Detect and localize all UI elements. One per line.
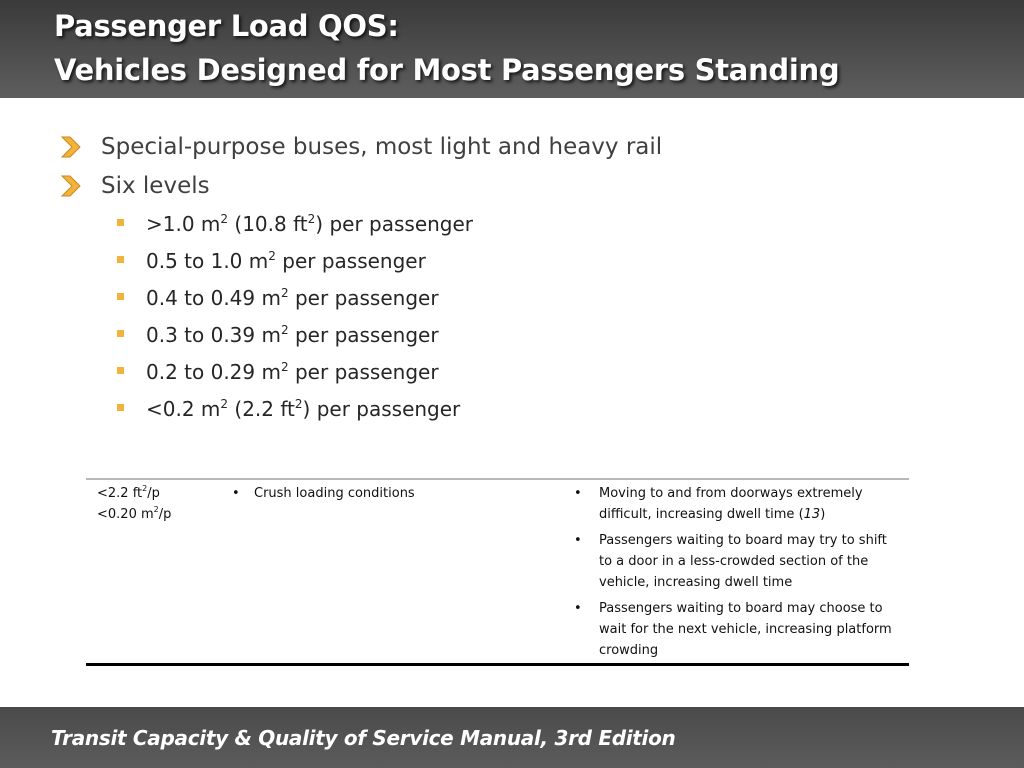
sub-bullet-item: <0.2 m2 (2.2 ft2) per passenger <box>60 391 960 428</box>
cell-text: /p <box>147 486 160 501</box>
sub-bullet-item: 0.5 to 1.0 m2 per passenger <box>60 243 960 280</box>
superscript: 2 <box>280 360 289 374</box>
cell-text: Passengers waiting to board may choose t… <box>599 601 892 658</box>
sub-bullet-text: 0.3 to 0.39 m <box>146 323 281 347</box>
title-line-2: Vehicles Designed for Most Passengers St… <box>54 53 840 87</box>
sub-bullet-text: 0.5 to 1.0 m <box>146 249 269 273</box>
superscript: 2 <box>220 397 229 411</box>
square-bullet-icon <box>117 293 124 300</box>
slide-header: Passenger Load QOS: Vehicles Designed fo… <box>0 0 1024 98</box>
table-cell-effects: • Moving to and from doorways extremely … <box>574 483 899 666</box>
chevron-right-icon <box>60 175 81 197</box>
table-bottom-rule <box>86 663 909 666</box>
superscript: 2 <box>280 286 289 300</box>
list-item: • Passengers waiting to board may try to… <box>574 530 899 593</box>
sub-bullet-item: 0.3 to 0.39 m2 per passenger <box>60 317 960 354</box>
sub-bullet-text: >1.0 m <box>146 212 221 236</box>
cell-text: <2.2 ft <box>97 486 143 501</box>
sub-bullet-text: ) per passenger <box>315 212 474 236</box>
sub-bullet-text: per passenger <box>288 323 439 347</box>
sub-bullet-text: 0.4 to 0.49 m <box>146 286 281 310</box>
table-cell-comments: • Crush loading conditions <box>232 483 415 504</box>
bullet-dot-icon: • <box>574 486 582 501</box>
square-bullet-icon <box>117 404 124 411</box>
table-top-rule <box>86 478 909 480</box>
square-bullet-icon <box>117 219 124 226</box>
cell-text: Crush loading conditions <box>254 486 415 501</box>
reference-number: 13 <box>803 507 821 522</box>
list-item: • Moving to and from doorways extremely … <box>574 483 899 525</box>
square-bullet-icon <box>117 367 124 374</box>
cell-text: ) <box>820 507 826 522</box>
footer-text: Transit Capacity & Quality of Service Ma… <box>51 726 676 750</box>
cell-text: Moving to and from doorways extremely di… <box>599 486 863 522</box>
sub-bullet-text: ) per passenger <box>302 397 461 421</box>
bullet-dot-icon: • <box>232 486 240 501</box>
sub-bullet-text: per passenger <box>288 360 439 384</box>
cell-text: /p <box>158 507 172 522</box>
superscript: 2 <box>268 249 276 263</box>
bullet-item: Special-purpose buses, most light and he… <box>60 128 960 167</box>
sub-bullet-item: >1.0 m2 (10.8 ft2) per passenger <box>60 206 960 243</box>
bullet-item: Six levels <box>60 167 960 206</box>
sub-bullet-text: per passenger <box>275 249 426 273</box>
sub-bullet-text: (10.8 ft <box>228 212 308 236</box>
bullet-text: Special-purpose buses, most light and he… <box>101 134 663 160</box>
table-cell-space-per-passenger: <2.2 ft2/p <0.20 m2/p <box>97 483 171 525</box>
sub-bullet-text: per passenger <box>288 286 439 310</box>
bullet-dot-icon: • <box>574 533 582 548</box>
superscript: 2 <box>142 484 148 493</box>
sub-bullet-text: (2.2 ft <box>228 397 295 421</box>
bullet-dot-icon: • <box>574 601 582 616</box>
sub-bullet-text: 0.2 to 0.29 m <box>146 360 281 384</box>
title-line-1: Passenger Load QOS: <box>54 9 399 43</box>
sub-bullet-item: 0.4 to 0.49 m2 per passenger <box>60 280 960 317</box>
superscript: 2 <box>294 397 303 411</box>
bullet-list: Special-purpose buses, most light and he… <box>60 128 960 428</box>
list-item: • Passengers waiting to board may choose… <box>574 598 899 661</box>
cell-text: <0.20 m <box>97 507 154 522</box>
cell-text: Passengers waiting to board may try to s… <box>599 533 887 590</box>
slide-title: Passenger Load QOS: Vehicles Designed fo… <box>54 4 840 92</box>
superscript: 2 <box>153 505 159 514</box>
bullet-text: Six levels <box>101 173 210 199</box>
sub-bullet-item: 0.2 to 0.29 m2 per passenger <box>60 354 960 391</box>
slide-footer: Transit Capacity & Quality of Service Ma… <box>0 707 1024 768</box>
superscript: 2 <box>220 212 229 226</box>
square-bullet-icon <box>117 330 124 337</box>
superscript: 2 <box>280 323 289 337</box>
chevron-right-icon <box>60 136 81 158</box>
square-bullet-icon <box>117 256 124 263</box>
superscript: 2 <box>307 212 316 226</box>
sub-bullet-text: <0.2 m <box>146 397 221 421</box>
los-table: <2.2 ft2/p <0.20 m2/p • Crush loading co… <box>86 478 909 668</box>
